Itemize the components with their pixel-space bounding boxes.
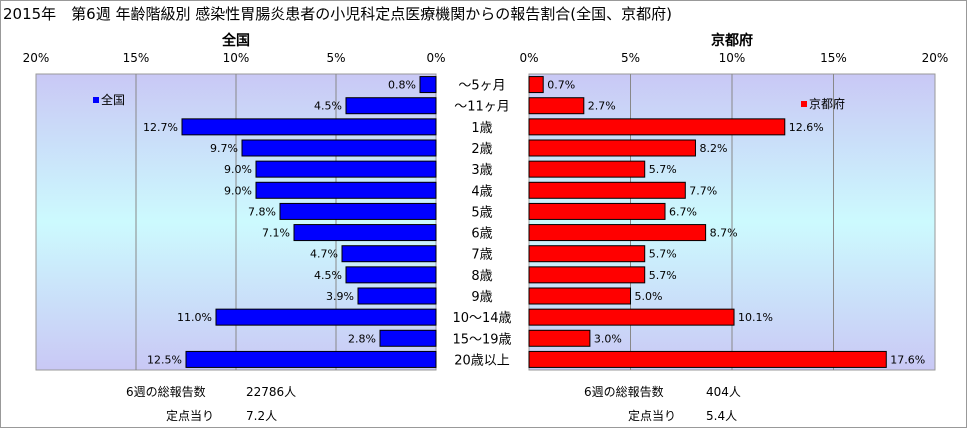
- national-data-label: 4.5%: [314, 269, 342, 282]
- category-label: 15～19歳: [452, 332, 511, 347]
- category-label: 4歳: [471, 184, 492, 199]
- kyoto-data-label: 5.0%: [635, 290, 663, 303]
- kyoto-bar: [528, 202, 666, 220]
- category-label: ～11ヶ月: [454, 100, 510, 115]
- national-data-label: 9.7%: [210, 142, 238, 155]
- national-data-label: 2.8%: [348, 332, 376, 345]
- kyoto-data-label: 12.6%: [789, 121, 824, 134]
- national-data-label: 4.5%: [314, 100, 342, 113]
- category-label: 7歳: [471, 248, 492, 263]
- kyoto-tick-label: 0%: [519, 51, 538, 65]
- national-tick-label: 20%: [23, 51, 50, 65]
- national-bar: [357, 287, 437, 305]
- national-total-label: 6週の総報告数: [126, 385, 206, 399]
- national-data-label: 7.8%: [248, 205, 276, 218]
- national-legend-label: 全国: [101, 92, 125, 107]
- national-per-site-label: 定点当り: [166, 409, 215, 423]
- kyoto-data-label: 6.7%: [669, 205, 697, 218]
- category-label: 3歳: [471, 163, 492, 178]
- kyoto-per-site-value: 5.4人: [706, 409, 738, 423]
- kyoto-legend-label: 京都府: [809, 96, 845, 111]
- national-bar: [241, 139, 437, 157]
- kyoto-bar: [528, 308, 735, 326]
- kyoto-bar: [528, 224, 707, 242]
- national-legend-swatch: [93, 97, 99, 103]
- kyoto-per-site-label: 定点当り: [628, 409, 677, 423]
- kyoto-bar: [528, 266, 646, 284]
- national-bar: [279, 202, 437, 220]
- national-tick-label: 15%: [123, 51, 150, 65]
- category-label: 6歳: [471, 227, 492, 242]
- national-bar: [345, 266, 437, 284]
- national-bar: [341, 245, 437, 263]
- kyoto-bar: [528, 350, 887, 368]
- national-data-label: 4.7%: [310, 248, 338, 261]
- national-tick-label: 0%: [426, 51, 445, 65]
- kyoto-data-label: 5.7%: [649, 269, 677, 282]
- national-panel-title: 全国: [221, 32, 250, 49]
- kyoto-legend-swatch: [801, 101, 807, 107]
- national-bar: [255, 160, 437, 178]
- national-bar: [255, 181, 437, 199]
- national-bar: [215, 308, 437, 326]
- kyoto-data-label: 3.0%: [594, 332, 622, 345]
- kyoto-data-label: 8.2%: [699, 142, 727, 155]
- national-data-label: 12.7%: [143, 121, 178, 134]
- kyoto-bar: [528, 118, 786, 136]
- category-label: 1歳: [471, 121, 492, 136]
- kyoto-tick-label: 15%: [820, 51, 847, 65]
- national-total-value: 22786人: [246, 385, 297, 399]
- chart-title: 2015年 第6週 年齢階級別 感染性胃腸炎患者の小児科定点医療機関からの報告割…: [3, 5, 672, 23]
- kyoto-total-label: 6週の総報告数: [584, 385, 664, 399]
- kyoto-tick-label: 5%: [621, 51, 640, 65]
- category-label: 10～14歳: [452, 311, 511, 326]
- kyoto-panel-title: 京都府: [711, 32, 753, 49]
- category-label: 5歳: [471, 205, 492, 220]
- kyoto-data-label: 8.7%: [710, 227, 738, 240]
- national-data-label: 0.8%: [388, 79, 416, 92]
- kyoto-bar: [528, 160, 646, 178]
- category-label: 8歳: [471, 269, 492, 284]
- kyoto-bar: [528, 139, 696, 157]
- kyoto-bar: [528, 245, 646, 263]
- national-bar: [185, 350, 437, 368]
- kyoto-bar: [528, 329, 591, 347]
- kyoto-total-value: 404人: [706, 385, 741, 399]
- kyoto-data-label: 5.7%: [649, 163, 677, 176]
- kyoto-tick-label: 20%: [922, 51, 949, 65]
- category-label: 2歳: [471, 142, 492, 157]
- national-tick-label: 5%: [326, 51, 345, 65]
- national-bar: [345, 97, 437, 115]
- category-label: ～5ヶ月: [458, 79, 505, 94]
- national-bar: [419, 76, 437, 94]
- kyoto-data-label: 17.6%: [890, 353, 925, 366]
- kyoto-bar: [528, 97, 585, 115]
- kyoto-bar: [528, 181, 686, 199]
- national-bar: [379, 329, 437, 347]
- national-data-label: 7.1%: [262, 227, 290, 240]
- category-label: 9歳: [471, 290, 492, 305]
- national-data-label: 12.5%: [147, 353, 182, 366]
- national-tick-label: 10%: [223, 51, 250, 65]
- kyoto-bar: [528, 76, 544, 94]
- kyoto-data-label: 10.1%: [738, 311, 773, 324]
- kyoto-tick-label: 10%: [719, 51, 746, 65]
- national-bar: [293, 224, 437, 242]
- kyoto-bar: [528, 287, 631, 305]
- kyoto-data-label: 7.7%: [689, 184, 717, 197]
- national-data-label: 11.0%: [177, 311, 212, 324]
- kyoto-data-label: 0.7%: [547, 79, 575, 92]
- national-bar: [181, 118, 437, 136]
- national-data-label: 3.9%: [326, 290, 354, 303]
- national-data-label: 9.0%: [224, 163, 252, 176]
- category-label: 20歳以上: [454, 353, 510, 368]
- kyoto-data-label: 5.7%: [649, 248, 677, 261]
- kyoto-data-label: 2.7%: [588, 100, 616, 113]
- national-data-label: 9.0%: [224, 184, 252, 197]
- national-per-site-value: 7.2人: [246, 409, 278, 423]
